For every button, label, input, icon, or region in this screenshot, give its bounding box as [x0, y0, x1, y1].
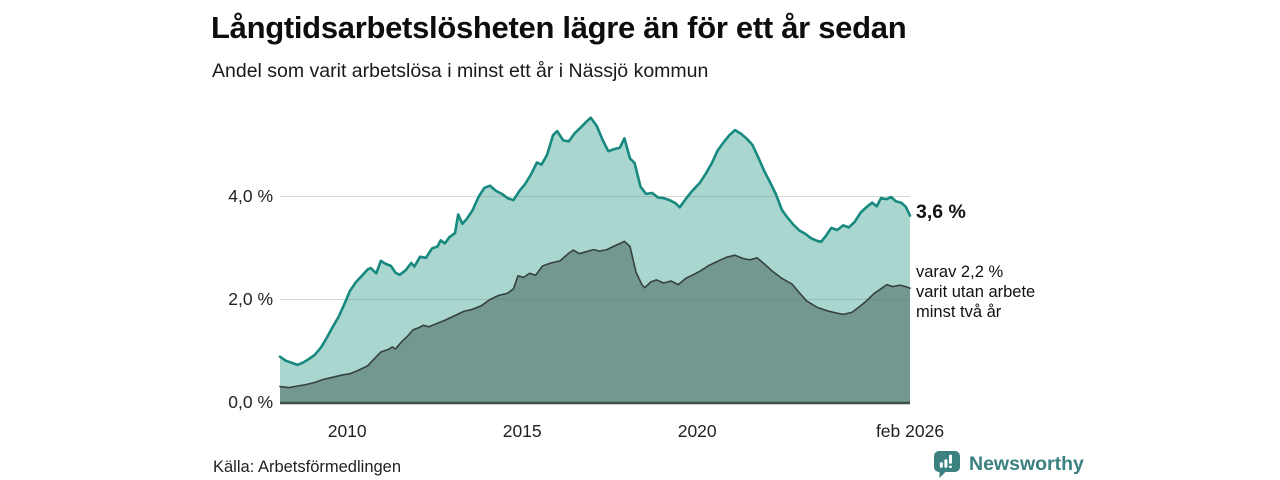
- line-unemployed-min-2yr: [279, 240, 911, 389]
- newsworthy-logo[interactable]: Newsworthy: [933, 449, 1084, 479]
- area-unemployed-min-2yr: [280, 241, 910, 402]
- secondary-value-label: varav 2,2 % varit utan arbete minst två …: [916, 263, 1036, 321]
- x-axis-label-2020: 2020: [678, 421, 717, 441]
- bar-chart-bubble-icon: [934, 450, 960, 478]
- x-axis-label-2015: 2015: [503, 421, 542, 441]
- y-axis-label-2: 2,0 %: [228, 289, 273, 309]
- newsworthy-logo-text: Newsworthy: [969, 452, 1084, 475]
- latest-value-label: 3,6 %: [916, 201, 966, 223]
- newsworthy-logo-icon: [933, 450, 961, 479]
- y-axis-label-0: 0,0 %: [228, 392, 273, 412]
- x-axis-label-feb-2026: feb 2026: [876, 421, 944, 441]
- chart-subtitle: Andel som varit arbetslösa i minst ett å…: [212, 60, 709, 82]
- y-axis-label-4: 4,0 %: [228, 186, 273, 206]
- line-unemployed-min-1yr: [278, 116, 912, 367]
- source-note: Källa: Arbetsförmedlingen: [213, 458, 402, 476]
- x-axis-label-2010: 2010: [328, 421, 367, 441]
- chart-title: Långtidsarbetslösheten lägre än för ett …: [211, 10, 907, 45]
